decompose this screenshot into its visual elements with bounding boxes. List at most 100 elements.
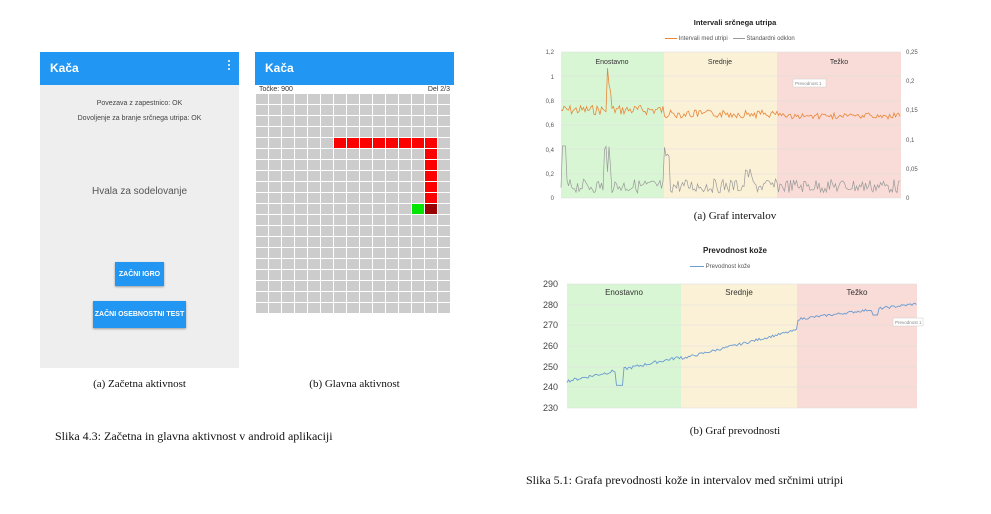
std-dev-series-line	[560, 145, 901, 195]
grid-cell	[360, 226, 372, 236]
grid-cell	[256, 116, 268, 126]
grid-cell	[412, 94, 424, 104]
grid-cell	[412, 259, 424, 269]
grid-cell	[412, 303, 424, 313]
grid-cell	[308, 193, 320, 203]
grid-cell	[438, 204, 450, 214]
grid-cell	[425, 215, 437, 225]
grid-cell	[308, 105, 320, 115]
chart-title-intervals: Intervali srčnega utripa	[693, 18, 777, 27]
left-tick: 0,6	[546, 123, 555, 129]
grid-cell	[334, 171, 346, 181]
score-label: Točke: 900	[259, 86, 293, 93]
grid-cell	[347, 226, 359, 236]
grid-cell	[295, 259, 307, 269]
grid-cell	[399, 204, 411, 214]
snake-segment	[425, 138, 437, 148]
conductance-chart: 290 280 270 260 250 240 230 Enostavno Sr…	[543, 279, 924, 413]
grid-cell	[256, 281, 268, 291]
grid-cell	[282, 270, 294, 280]
grid-cell	[386, 215, 398, 225]
start-personality-test-button[interactable]: ZAČNI OSEBNOSTNI TEST	[93, 301, 186, 328]
left-tick: 1	[551, 75, 555, 81]
gridlines	[567, 283, 917, 409]
grid-cell	[308, 94, 320, 104]
zone-label-medium: Srednje	[708, 59, 732, 66]
grid-cell	[373, 292, 385, 302]
left-tick: 0,4	[546, 148, 555, 154]
grid-cell	[386, 248, 398, 258]
gridlines	[561, 51, 901, 199]
left-tick: 0	[551, 196, 555, 202]
grid-cell	[438, 193, 450, 203]
grid-cell	[282, 94, 294, 104]
grid-cell	[386, 149, 398, 159]
right-tick: 0,15	[906, 108, 918, 114]
grid-cell	[399, 94, 411, 104]
grid-cell	[334, 259, 346, 269]
grid-cell	[360, 248, 372, 258]
grid-cell	[308, 248, 320, 258]
figure-caption-4-3: Slika 4.3: Začetna in glavna aktivnost v…	[55, 429, 333, 443]
grid-cell	[399, 160, 411, 170]
grid-cell	[256, 105, 268, 115]
grid-cell	[295, 160, 307, 170]
left-tick: 1,2	[546, 50, 555, 56]
zone-label-hard: Težko	[847, 288, 868, 297]
overflow-menu-icon[interactable]	[228, 60, 231, 72]
grid-cell	[321, 160, 333, 170]
left-tick: 0,2	[546, 172, 555, 178]
grid-cell	[412, 215, 424, 225]
grid-cell	[399, 270, 411, 280]
grid-cell	[321, 193, 333, 203]
game-board[interactable]	[256, 94, 451, 314]
grid-cell	[347, 116, 359, 126]
grid-cell	[438, 171, 450, 181]
right-tick: 0,25	[906, 50, 918, 56]
grid-cell	[295, 116, 307, 126]
grid-cell	[295, 94, 307, 104]
grid-cell	[412, 160, 424, 170]
grid-cell	[282, 105, 294, 115]
grid-cell	[282, 116, 294, 126]
grid-cell	[269, 215, 281, 225]
grid-cell	[373, 171, 385, 181]
zone-labels: Enostavno Srednje Težko	[595, 59, 848, 66]
grid-cell	[269, 171, 281, 181]
start-game-button[interactable]: ZAČNI IGRO	[115, 262, 164, 286]
grid-cell	[438, 303, 450, 313]
snake-segment	[360, 138, 372, 148]
grid-cell	[347, 149, 359, 159]
grid-cell	[347, 204, 359, 214]
y-tick: 230	[543, 403, 558, 413]
grid-cell	[399, 281, 411, 291]
grid-cell	[256, 127, 268, 137]
zone-label-easy: Enostavno	[595, 59, 628, 66]
grid-cell	[386, 94, 398, 104]
figure-caption-5-1: Slika 5.1: Grafa prevodnosti kože in int…	[526, 473, 844, 487]
y-tick: 240	[543, 382, 558, 392]
right-tick: 0,2	[906, 79, 915, 85]
grid-cell	[399, 237, 411, 247]
grid-cell	[282, 160, 294, 170]
grid-cell	[269, 105, 281, 115]
grid-cell	[347, 160, 359, 170]
grid-cell	[360, 204, 372, 214]
grid-cell	[373, 149, 385, 159]
grid-cell	[282, 303, 294, 313]
grid-cell	[412, 237, 424, 247]
grid-cell	[438, 270, 450, 280]
grid-cell	[347, 270, 359, 280]
grid-cell	[334, 204, 346, 214]
grid-cell	[373, 182, 385, 192]
grid-cell	[321, 149, 333, 159]
grid-cell	[282, 127, 294, 137]
grid-cell	[399, 105, 411, 115]
grid-cell	[295, 149, 307, 159]
grid-cell	[373, 94, 385, 104]
left-tick: 0,8	[546, 99, 555, 105]
grid-cell	[334, 292, 346, 302]
grid-cell	[269, 204, 281, 214]
grid-cell	[347, 193, 359, 203]
grid-cell	[321, 94, 333, 104]
